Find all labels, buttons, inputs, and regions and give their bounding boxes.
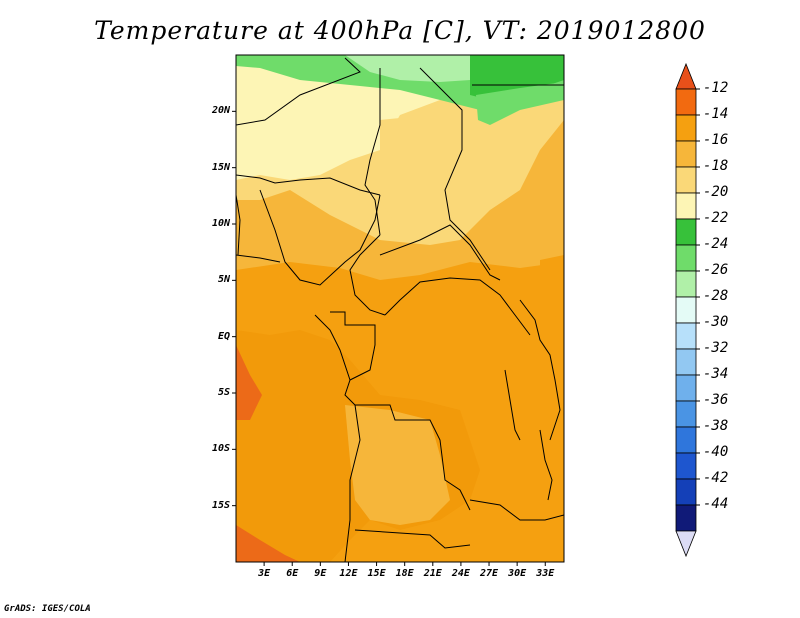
lon-label-15e: 15E: [367, 568, 386, 579]
lat-label-15n: 15N: [211, 161, 230, 173]
lon-label-21e: 21E: [423, 568, 442, 579]
border-drc-north: [384, 277, 531, 336]
colorbar-swatch: [675, 400, 697, 428]
temperature-field: [236, 55, 564, 562]
colorbar-label: -28: [703, 288, 729, 304]
border-car: [379, 224, 501, 281]
lon-label-9e: 9E: [314, 568, 327, 579]
lon-label-33e: 33E: [536, 568, 555, 579]
colorbar-swatch: [675, 322, 697, 350]
coast-west-africa: [236, 254, 281, 263]
colorbar-label: -14: [703, 106, 729, 122]
lat-label-10s: 10S: [211, 443, 230, 455]
colorbar-swatch: [675, 192, 697, 220]
lon-label-18e: 18E: [395, 568, 414, 579]
lon-label-6e: 6E: [286, 568, 299, 579]
colorbar-label: -32: [703, 340, 729, 356]
colorbar-label: -36: [703, 392, 729, 408]
coast-gulf-guinea: [314, 314, 356, 406]
region-minus-27-north: [345, 55, 470, 82]
region-minus-21-north: [236, 60, 440, 180]
region-minus-23-northeast: [470, 55, 564, 100]
colorbar-label: -12: [703, 80, 729, 96]
country-borders: [236, 57, 564, 562]
lat-label-5n: 5N: [217, 274, 230, 286]
border-east-africa: [519, 299, 561, 441]
map-frame: [235, 54, 565, 563]
coast-angola: [344, 404, 361, 562]
colorbar-label: -26: [703, 262, 729, 278]
border-zambia-zimbabwe: [469, 499, 564, 521]
colorbar-label: -18: [703, 158, 729, 174]
border-nigeria: [259, 189, 381, 286]
border-sahel: [236, 174, 381, 196]
colorbar-swatch: [675, 374, 697, 402]
colorbar-swatch: [675, 296, 697, 324]
colorbar-swatch: [675, 426, 697, 454]
colorbar-swatch: [675, 452, 697, 480]
colorbar-swatch: [675, 140, 697, 168]
colorbar: [675, 62, 700, 558]
colorbar-swatch: [675, 504, 697, 532]
colorbar-bottom-arrow: [675, 530, 697, 558]
border-algeria-mali: [236, 57, 361, 126]
colorbar-swatch: [675, 348, 697, 376]
colorbar-swatch: [675, 88, 697, 116]
colorbar-label: -16: [703, 132, 729, 148]
colorbar-label: -20: [703, 184, 729, 200]
lat-label-eq: EQ: [217, 330, 230, 342]
colorbar-label: -42: [703, 470, 729, 486]
colorbar-label: -44: [703, 496, 729, 512]
border-niger-chad: [364, 68, 381, 236]
lat-label-15s: 15S: [211, 499, 230, 511]
colorbar-label: -38: [703, 418, 729, 434]
region-minus-15-east: [540, 255, 564, 330]
colorbar-swatch: [675, 270, 697, 298]
border-cameroon: [349, 234, 386, 316]
lon-label-12e: 12E: [339, 568, 358, 579]
lake-malawi: [539, 429, 553, 501]
region-minus-17-angola: [345, 405, 450, 525]
lat-ticks: [232, 110, 236, 507]
colorbar-top-arrow: [675, 62, 697, 90]
lon-ticks: [263, 562, 546, 566]
colorbar-swatch: [675, 478, 697, 506]
colorbar-swatch: [675, 218, 697, 246]
border-namibia: [354, 529, 471, 549]
colorbar-swatch: [675, 114, 697, 142]
map-title: Temperature at 400hPa [C], VT: 201901280…: [94, 16, 706, 45]
border-angola-drc: [355, 404, 471, 511]
colorbar-swatch: [675, 166, 697, 194]
colorbar-label: -22: [703, 210, 729, 226]
region-minus-25-northeast: [476, 82, 564, 125]
coast-senegal-guinea: [236, 194, 241, 256]
lat-label-20n: 20N: [211, 105, 230, 117]
grads-credit: GrADS: IGES/COLA: [4, 604, 91, 614]
region-minus-13-west: [236, 345, 262, 420]
colorbar-swatch: [675, 244, 697, 272]
lon-label-27e: 27E: [479, 568, 499, 579]
lake-tanganyika: [504, 369, 521, 441]
lon-label-30e: 30E: [508, 568, 527, 579]
border-chad-sudan: [419, 67, 491, 271]
lat-label-10n: 10N: [211, 218, 230, 229]
lat-label-5s: 5S: [217, 387, 230, 398]
colorbar-label: -34: [703, 366, 729, 382]
lon-label-24e: 24E: [451, 568, 470, 579]
colorbar-label: -30: [703, 314, 729, 330]
border-gabon-congo: [330, 311, 376, 381]
lon-label-3e: 3E: [258, 568, 271, 579]
colorbar-label: -40: [703, 444, 729, 460]
region-minus-19-chad: [380, 115, 450, 230]
region-minus-13-southwest: [236, 525, 300, 562]
colorbar-label: -24: [703, 236, 729, 252]
